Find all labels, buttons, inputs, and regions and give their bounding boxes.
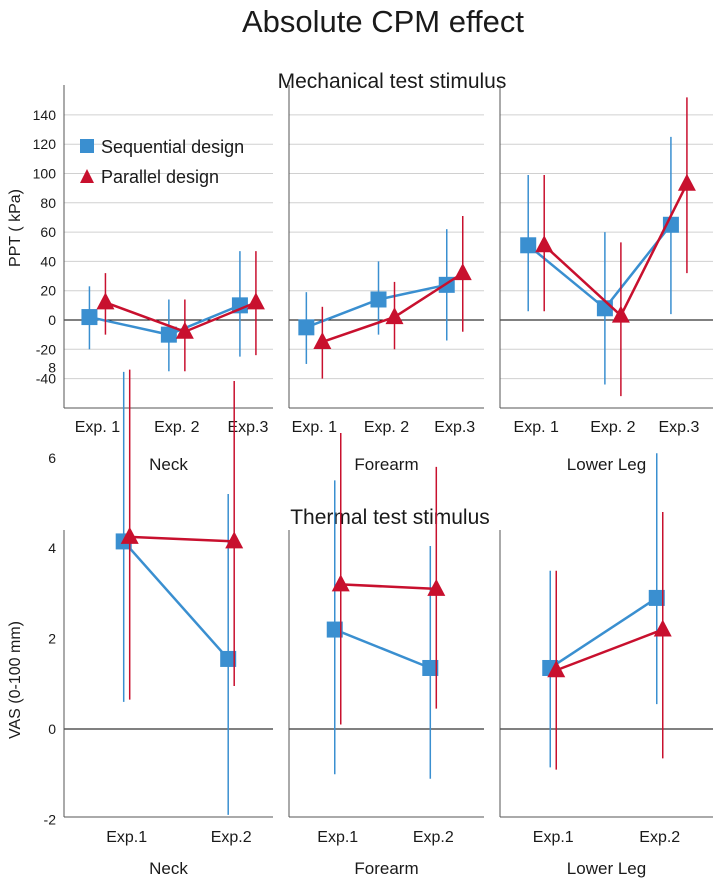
mech-panel-lower-leg: Exp. 1 Exp. 2 Exp.3 Lower Leg	[499, 85, 713, 474]
mech-parallel-point	[313, 331, 332, 349]
mech-parallel-point	[246, 292, 265, 310]
mech-parallel-point	[96, 292, 115, 310]
therm-region-label: Lower Leg	[567, 859, 646, 878]
figure-title: Absolute CPM effect	[242, 4, 524, 39]
therm-sequential-point	[220, 650, 237, 667]
therm-parallel-series-line	[555, 628, 664, 672]
mech-sequential-point	[596, 300, 613, 317]
mech-sequential-point	[370, 291, 387, 308]
therm-sequential-point	[648, 589, 665, 606]
mech-region-label: Lower Leg	[567, 455, 646, 474]
mech-sequential-point	[81, 309, 98, 326]
mech-sequential-point	[662, 216, 679, 233]
mech-category-label: Exp.3	[434, 419, 475, 436]
therm-parallel-point	[653, 619, 672, 637]
therm-parallel-point	[547, 660, 566, 678]
mech-parallel-point	[535, 235, 554, 253]
mech-parallel-point	[175, 321, 194, 339]
therm-ytick-label: 6	[48, 450, 56, 466]
mech-region-label: Forearm	[354, 455, 418, 474]
mech-parallel-point	[611, 305, 630, 323]
mech-ytick-label: -40	[36, 371, 56, 387]
legend-sequential-marker	[80, 139, 94, 153]
mech-ytick-label: -20	[36, 341, 56, 357]
therm-parallel-point	[120, 526, 139, 544]
therm-region-label: Neck	[149, 859, 188, 878]
therm-ytick-label: -2	[44, 811, 57, 827]
thermal-chart-title: Thermal test stimulus	[290, 506, 490, 529]
mech-category-label: Exp. 1	[514, 419, 559, 436]
legend-parallel-marker	[80, 169, 94, 183]
mech-category-label: Exp. 2	[590, 419, 635, 436]
mech-category-label: Exp.3	[227, 419, 268, 436]
legend-sequential-label: Sequential design	[101, 137, 244, 157]
therm-category-label: Exp.1	[106, 829, 147, 846]
therm-y-axis-label: VAS (0-100 mm)	[7, 621, 24, 739]
therm-category-label: Exp.1	[533, 829, 574, 846]
mech-panel-forearm: Exp. 1 Exp. 2 Exp.3 Forearm	[288, 85, 484, 474]
mechanical-chart: PPT ( kPa) -40 -20 0 20 40 60 80 100 120 140 Exp. 1…	[7, 85, 713, 474]
mech-category-label: Exp. 2	[364, 419, 409, 436]
therm-sequential-point	[326, 621, 343, 638]
mech-ytick-label: 140	[33, 107, 57, 123]
mech-category-label: Exp. 1	[292, 419, 337, 436]
therm-parallel-point	[225, 531, 244, 549]
mech-region-label: Neck	[149, 455, 188, 474]
mech-sequential-point	[520, 237, 537, 254]
mech-parallel-point	[677, 173, 696, 191]
therm-parallel-series-line	[340, 583, 437, 591]
therm-parallel-series-line	[129, 535, 235, 543]
mech-category-label: Exp.3	[658, 419, 699, 436]
therm-ytick-label: 0	[48, 721, 56, 737]
therm-sequential-series-line	[334, 628, 431, 670]
mech-ytick-label: 20	[40, 283, 56, 299]
therm-region-label: Forearm	[354, 859, 418, 878]
therm-sequential-series-line	[549, 596, 658, 670]
therm-ytick-label: 4	[48, 540, 56, 556]
mech-parallel-point	[453, 263, 472, 281]
mech-parallel-point	[385, 307, 404, 325]
mech-panel-neck: Exp. 1 Exp. 2 Exp.3 Neck	[63, 85, 273, 474]
legend-parallel-label: Parallel design	[101, 167, 219, 187]
therm-category-label: Exp.2	[639, 829, 680, 846]
mech-ytick-label: 100	[33, 166, 57, 182]
legend: Sequential design Parallel design	[80, 137, 244, 187]
mech-sequential-point	[160, 326, 177, 343]
therm-parallel-point	[331, 574, 350, 592]
therm-sequential-series-line	[122, 540, 230, 660]
mech-ytick-label: 40	[40, 253, 56, 269]
therm-category-label: Exp.2	[413, 829, 454, 846]
mech-sequential-point	[298, 319, 315, 336]
mech-category-label: Exp. 1	[75, 419, 120, 436]
therm-ytick-label: 8	[48, 359, 56, 375]
therm-category-label: Exp.2	[211, 829, 252, 846]
therm-parallel-point	[427, 578, 446, 596]
mechanical-chart-title: Mechanical test stimulus	[278, 70, 507, 93]
mech-ytick-label: 0	[48, 312, 56, 328]
therm-panel-neck: Exp.1 Exp.2 Neck	[63, 369, 273, 878]
therm-panel-forearm: Exp.1 Exp.2 Forearm	[288, 432, 484, 878]
mech-ytick-label: 60	[40, 224, 56, 240]
mech-y-axis-label: PPT ( kPa)	[7, 189, 24, 267]
therm-panel-lower-leg: Exp.1 Exp.2 Lower Leg	[499, 453, 713, 878]
therm-ytick-label: 2	[48, 631, 56, 647]
therm-category-label: Exp.1	[317, 829, 358, 846]
therm-sequential-point	[422, 659, 439, 676]
mech-ytick-label: 80	[40, 195, 56, 211]
mech-ytick-label: 120	[33, 136, 57, 152]
mech-category-label: Exp. 2	[154, 419, 199, 436]
